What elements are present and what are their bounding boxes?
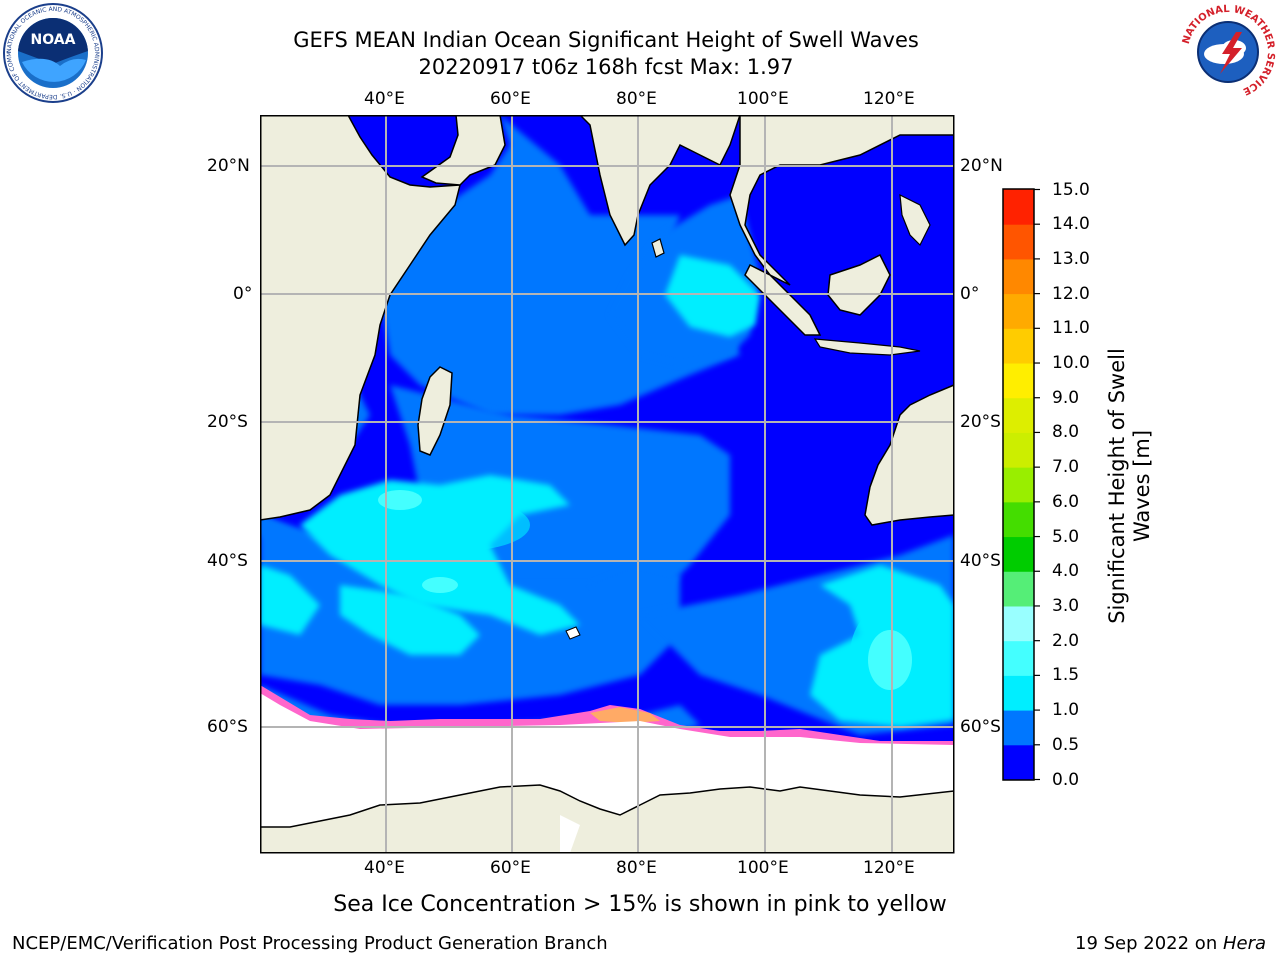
colorbar-segment: [1003, 328, 1034, 364]
colorbar-segment: [1003, 189, 1034, 225]
lat-label-right-60s: 60°S: [960, 717, 1001, 737]
colorbar-tick-label: 9.0: [1052, 387, 1080, 408]
lon-label-top-60e: 60°E: [490, 89, 531, 109]
colorbar-tick-label: 12.0: [1052, 283, 1090, 304]
colorbar-tick-label: 13.0: [1052, 248, 1090, 269]
sri-lanka-land: [651, 238, 665, 258]
lat-label-left-40s: 40°S: [207, 551, 248, 571]
lon-label-bottom-100e: 100°E: [737, 858, 789, 878]
lat-label-left-20s: 20°S: [207, 412, 248, 432]
lat-label-left-0: 0°: [233, 284, 253, 304]
lon-label-bottom-120e: 120°E: [863, 858, 915, 878]
footer-branch: NCEP/EMC/Verification Post Processing Pr…: [12, 933, 608, 954]
colorbar-tick-label: 7.0: [1052, 457, 1080, 478]
nws-logo: NATIONAL WEATHER SERVICE: [1180, 4, 1276, 100]
colorbar-segment: [1003, 432, 1034, 468]
lon-label-bottom-60e: 60°E: [490, 858, 531, 878]
colorbar-tick-label: 15.0: [1052, 179, 1090, 200]
lat-label-right-40s: 40°S: [960, 551, 1001, 571]
colorbar-tick-label: 0.5: [1052, 734, 1080, 755]
map-title: GEFS MEAN Indian Ocean Significant Heigh…: [293, 28, 919, 52]
lat-label-left-20n: 20°N: [207, 156, 250, 176]
colorbar: [1002, 188, 1040, 781]
colorbar-tick-label: 3.0: [1052, 595, 1080, 616]
colorbar-frame: [1002, 188, 1035, 781]
colorbar-segment: [1003, 467, 1034, 503]
lat-label-left-60s: 60°S: [207, 717, 248, 737]
footer-machine: Hera: [1222, 933, 1266, 954]
colorbar-segment: [1003, 501, 1034, 538]
colorbar-title-line2: Waves [m]: [1130, 429, 1154, 543]
lon-label-top-40e: 40°E: [364, 89, 405, 109]
madagascar-land: [417, 366, 453, 456]
lon-label-top-120e: 120°E: [863, 89, 915, 109]
colorbar-tick-label: 2.0: [1052, 630, 1080, 651]
colorbar-title: Significant Height of Swell Waves [m]: [1105, 348, 1155, 624]
colorbar-segment: [1003, 640, 1034, 676]
colorbar-tick-label: 4.0: [1052, 561, 1080, 582]
colorbar-segment: [1003, 605, 1034, 642]
lon-label-bottom-40e: 40°E: [364, 858, 405, 878]
colorbar-segment: [1003, 571, 1034, 607]
java-land: [813, 338, 921, 356]
map-frame: [260, 115, 955, 854]
colorbar-tick-label: 1.0: [1052, 700, 1080, 721]
swell-1.5-2.0-region: [378, 490, 912, 690]
colorbar-tick-label: 11.0: [1052, 318, 1090, 339]
philippines-land: [899, 193, 931, 247]
lon-label-top-80e: 80°E: [616, 89, 657, 109]
colorbar-segment: [1003, 536, 1034, 572]
noaa-text: NOAA: [31, 32, 76, 48]
colorbar-tick-label: 0.0: [1052, 769, 1080, 790]
colorbar-segment: [1003, 363, 1034, 399]
colorbar-segment: [1003, 293, 1034, 329]
indian-ocean-map: [260, 115, 955, 854]
sea-ice-note: Sea Ice Concentration > 15% is shown in …: [333, 892, 947, 917]
sumatra-land: [744, 263, 822, 336]
colorbar-segment: [1003, 710, 1034, 746]
lat-label-right-0: 0°: [960, 284, 980, 304]
map-graticule: [260, 115, 954, 853]
colorbar-segment: [1003, 397, 1034, 433]
india-land: [578, 115, 741, 247]
colorbar-segment: [1003, 675, 1034, 711]
swell-1.0-1.5-region: [260, 255, 954, 727]
colorbar-tick-label: 5.0: [1052, 526, 1080, 547]
colorbar-segment: [1003, 744, 1034, 780]
colorbar-tick-label: 1.5: [1052, 665, 1080, 686]
colorbar-tick-label: 8.0: [1052, 422, 1080, 443]
colorbar-title-line1: Significant Height of Swell: [1105, 348, 1129, 624]
lon-label-bottom-80e: 80°E: [616, 858, 657, 878]
arabia-land: [420, 115, 506, 186]
lon-label-top-100e: 100°E: [737, 89, 789, 109]
footer-date: 19 Sep 2022 on Hera: [1075, 933, 1266, 955]
noaa-logo: NATIONAL OCEANIC AND ATMOSPHERIC ADMINIS…: [2, 2, 103, 103]
lat-label-right-20s: 20°S: [960, 412, 1001, 432]
colorbar-tick-label: 6.0: [1052, 491, 1080, 512]
colorbar-segment: [1003, 258, 1034, 295]
footer-date-text: 19 Sep 2022 on: [1075, 933, 1223, 954]
colorbar-tick-label: 10.0: [1052, 353, 1090, 374]
colorbar-tick-label: 14.0: [1052, 214, 1090, 235]
map-subtitle: 20220917 t06z 168h fcst Max: 1.97: [418, 55, 794, 79]
colorbar-segment: [1003, 224, 1034, 260]
antarctica-land: [260, 784, 954, 853]
lat-label-right-20n: 20°N: [960, 156, 1003, 176]
australia-land: [864, 384, 954, 526]
southeast-asia-land: [729, 115, 954, 286]
